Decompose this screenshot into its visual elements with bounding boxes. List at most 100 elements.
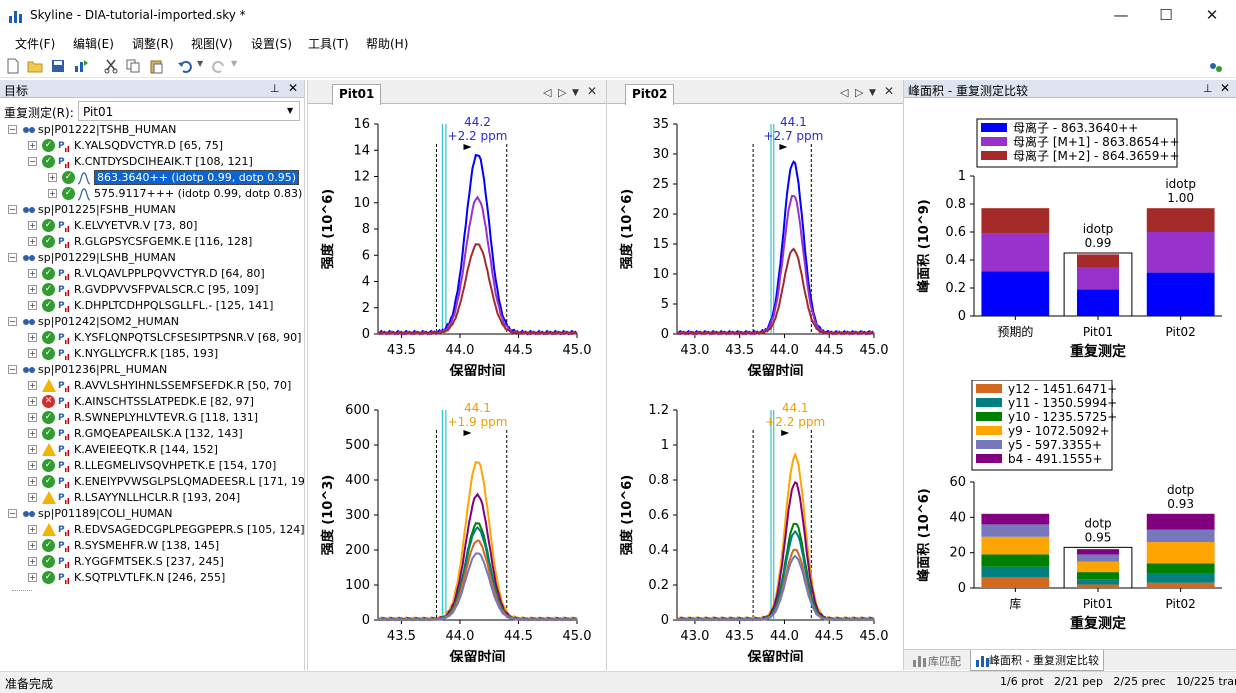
expand-icon[interactable]: + xyxy=(28,541,37,550)
peptide-node[interactable]: + ✓ P K.YSFLQNPQTSLCFSESIPTPSNR.V [68, 90] xyxy=(0,330,304,346)
menu-refine[interactable]: 调整(R) xyxy=(132,37,174,51)
protein-node[interactable]: − sp|P01236|PRL_HUMAN xyxy=(0,362,304,378)
expand-icon[interactable]: + xyxy=(48,189,57,198)
maximize-button[interactable]: ☐ xyxy=(1159,6,1173,24)
peptide-node[interactable]: + ✓ P K.YALSQDVCTYR.D [65, 75] xyxy=(0,138,304,154)
expand-icon[interactable]: + xyxy=(28,333,37,342)
tab-menu-icon[interactable]: ▼ xyxy=(869,88,876,98)
tab-menu-icon[interactable]: ▼ xyxy=(572,88,579,98)
protein-node[interactable]: − sp|P01222|TSHB_HUMAN xyxy=(0,122,304,138)
peptide-node[interactable]: + ✓ P K.ELVYETVR.V [73, 80] xyxy=(0,218,304,234)
tab-pit01[interactable]: Pit01 xyxy=(332,84,382,105)
collapse-icon[interactable]: − xyxy=(8,253,17,262)
expand-icon[interactable]: + xyxy=(28,285,37,294)
peptide-node[interactable]: + ✓ P R.GVDPVVSFPVALSCR.C [95, 109] xyxy=(0,282,304,298)
collapse-icon[interactable]: − xyxy=(8,125,17,134)
precursor-peak-area-chart[interactable]: 母离子 - 863.3640++母离子 [M+1] - 863.8654++母离… xyxy=(904,106,1236,362)
expand-icon[interactable]: + xyxy=(28,301,37,310)
expand-icon[interactable]: + xyxy=(28,557,37,566)
tab-prev-icon[interactable]: ◁ xyxy=(840,86,849,99)
undo-icon[interactable] xyxy=(177,58,193,74)
pin-icon[interactable]: ⊥ xyxy=(270,82,280,95)
resize-grip-icon[interactable]: ⋰ xyxy=(1222,678,1231,688)
redo-dropdown-icon[interactable]: ▼ xyxy=(231,59,238,68)
tab-next-icon[interactable]: ▷ xyxy=(855,86,864,99)
peptide-node[interactable]: + ✓ P K.NYGLLYCFR.K [185, 193] xyxy=(0,346,304,362)
tab-close-icon[interactable]: ✕ xyxy=(587,84,598,98)
collapse-icon[interactable]: − xyxy=(8,205,17,214)
copy-icon[interactable] xyxy=(125,58,141,74)
tab-library-match[interactable]: 库匹配 xyxy=(908,652,965,670)
expand-icon[interactable]: + xyxy=(28,413,37,422)
peptide-node[interactable]: − ✓ P K.CNTDYSDCIHEAIK.T [108, 121] xyxy=(0,154,304,170)
peptide-node[interactable]: + P R.AVVLSHYIHNLSSEMFSEFDK.R [50, 70] xyxy=(0,378,304,394)
expand-icon[interactable]: + xyxy=(28,525,37,534)
precursor-chromatogram-pit01[interactable]: 0 2 4 6 8 10 12 14 16 43.5 44.0 44.5 45.0 保留时间 强度 (10^… xyxy=(308,108,607,376)
precursor-node[interactable]: + ✓ 863.3640++ (idotp 0.99, dotp 0.95) xyxy=(0,170,304,186)
close-button[interactable]: ✕ xyxy=(1205,6,1219,24)
targets-close-icon[interactable]: ✕ xyxy=(288,81,299,95)
fragment-chromatogram-pit02[interactable]: 0 0.2 0.4 0.6 0.8 1 1.2 43.0 43.5 44.0 44.5 45.0 保留时… xyxy=(607,394,904,662)
peptide-node[interactable]: + ✓ P K.ENEIYPVWSGLPSLQMADEESR.L [171, 192] xyxy=(0,474,304,490)
peptide-node[interactable]: + ✓ P R.SWNEPLYHLVTEVR.G [118, 131] xyxy=(0,410,304,426)
minimize-button[interactable]: — xyxy=(1113,6,1129,24)
menu-view[interactable]: 视图(V) xyxy=(191,37,233,51)
expand-icon[interactable]: + xyxy=(28,477,37,486)
tab-close-icon[interactable]: ✕ xyxy=(884,84,895,98)
expand-icon[interactable]: + xyxy=(28,141,37,150)
menu-help[interactable]: 帮助(H) xyxy=(366,37,409,51)
peptide-node[interactable]: + P K.AVEIEEQTK.R [144, 152] xyxy=(0,442,304,458)
tab-pit02[interactable]: Pit02 xyxy=(625,84,675,105)
tab-prev-icon[interactable]: ◁ xyxy=(543,86,552,99)
peptide-node[interactable]: + P R.EDVSAGEDCGPLPEGGPEPR.S [105, 124] xyxy=(0,522,304,538)
expand-icon[interactable]: + xyxy=(28,429,37,438)
peptide-node[interactable]: + ✓ P K.SQTPLVTLFK.N [246, 255] xyxy=(0,570,304,586)
cut-icon[interactable] xyxy=(103,58,119,74)
redo-icon[interactable] xyxy=(211,58,227,74)
open-folder-icon[interactable] xyxy=(27,58,43,74)
protein-node[interactable]: − sp|P01242|SOM2_HUMAN xyxy=(0,314,304,330)
peptide-node[interactable]: + ✓ P R.YGGFMTSEK.S [237, 245] xyxy=(0,554,304,570)
expand-icon[interactable]: + xyxy=(48,173,57,182)
expand-icon[interactable]: + xyxy=(28,269,37,278)
peptide-node[interactable]: + P R.LSAYYNLLHCLR.R [193, 204] xyxy=(0,490,304,506)
save-icon[interactable] xyxy=(50,58,66,74)
menu-edit[interactable]: 编辑(E) xyxy=(73,37,114,51)
menu-tools[interactable]: 工具(T) xyxy=(308,37,349,51)
expand-icon[interactable]: + xyxy=(28,349,37,358)
collapse-icon[interactable]: − xyxy=(8,509,17,518)
expand-icon[interactable]: + xyxy=(28,221,37,230)
new-document-icon[interactable] xyxy=(5,58,21,74)
undo-dropdown-icon[interactable]: ▼ xyxy=(197,59,204,68)
peptide-node[interactable]: + ✓ P K.DHPLTCDHPQLSGLLFL.- [125, 141] xyxy=(0,298,304,314)
expand-icon[interactable]: + xyxy=(28,381,37,390)
peptide-node[interactable]: + ✓ P R.VLQAVLPPLPQVVCTYR.D [64, 80] xyxy=(0,266,304,282)
peptide-node[interactable]: + ✕ P K.AINSCHTSSLATPEDK.E [82, 97] xyxy=(0,394,304,410)
replicate-select[interactable]: Pit01 ▼ xyxy=(78,101,300,121)
precursor-node[interactable]: + ✓ 575.9117+++ (idotp 0.99, dotp 0.83) xyxy=(0,186,304,202)
expand-icon[interactable]: + xyxy=(28,461,37,470)
peak-area-close-icon[interactable]: ✕ xyxy=(1220,81,1231,95)
peptide-node[interactable]: + ✓ P R.LLEGMELIVSQVHPETK.E [154, 170] xyxy=(0,458,304,474)
tool-options-icon[interactable] xyxy=(1208,58,1224,74)
fragment-chromatogram-pit01[interactable]: 0 100 200 300 400 500 600 43.5 44.0 44.5 45.0 保留时间 强… xyxy=(308,394,607,662)
fragment-peak-area-chart[interactable]: y12 - 1451.6471+y11 - 1350.5994+y10 - 12… xyxy=(904,380,1236,642)
precursor-chromatogram-pit02[interactable]: 0 5 10 15 20 25 30 35 43.0 43.5 44.0 44.5 45.0 保留时间 强度… xyxy=(607,108,904,376)
tab-next-icon[interactable]: ▷ xyxy=(558,86,567,99)
expand-icon[interactable]: + xyxy=(28,445,37,454)
expand-icon[interactable]: + xyxy=(28,573,37,582)
peptide-node[interactable]: + ✓ P R.GLGPSYCSFGEMK.E [116, 128] xyxy=(0,234,304,250)
protein-node[interactable]: − sp|P01189|COLI_HUMAN xyxy=(0,506,304,522)
menu-settings[interactable]: 设置(S) xyxy=(251,37,292,51)
menu-file[interactable]: 文件(F) xyxy=(15,37,56,51)
peptide-node[interactable]: + ✓ P R.GMQEAPEAILSK.A [132, 143] xyxy=(0,426,304,442)
collapse-icon[interactable]: − xyxy=(28,157,37,166)
expand-icon[interactable]: + xyxy=(28,493,37,502)
protein-node[interactable]: − sp|P01225|FSHB_HUMAN xyxy=(0,202,304,218)
tab-peak-area-replicate[interactable]: 峰面积 - 重复测定比较 xyxy=(970,650,1104,671)
peptide-node[interactable]: + ✓ P R.SYSMEHFR.W [138, 145] xyxy=(0,538,304,554)
collapse-icon[interactable]: − xyxy=(8,365,17,374)
pin-icon[interactable]: ⊥ xyxy=(1203,82,1213,95)
expand-icon[interactable]: + xyxy=(28,397,37,406)
expand-icon[interactable]: + xyxy=(28,237,37,246)
